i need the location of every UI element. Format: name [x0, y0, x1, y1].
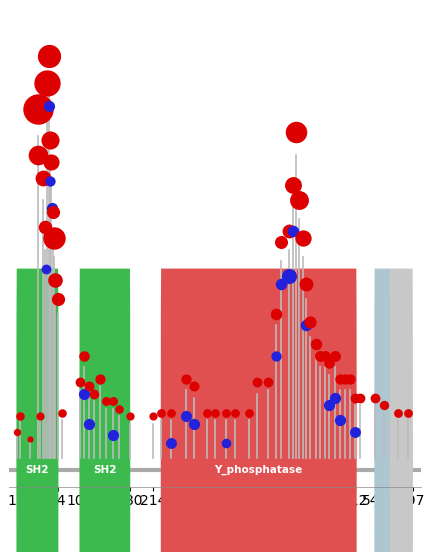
- Point: [371, 393, 378, 402]
- Text: Y_phosphatase: Y_phosphatase: [215, 464, 303, 475]
- Point: [296, 196, 303, 205]
- Point: [97, 374, 104, 383]
- Point: [45, 101, 52, 110]
- Point: [49, 208, 56, 216]
- Point: [158, 408, 165, 417]
- Point: [45, 52, 52, 61]
- Point: [80, 352, 87, 360]
- Point: [77, 378, 83, 387]
- Point: [46, 177, 53, 186]
- Point: [332, 393, 339, 402]
- Point: [182, 374, 189, 383]
- Point: [289, 181, 296, 189]
- Point: [40, 173, 46, 182]
- Point: [299, 234, 306, 243]
- Point: [278, 279, 285, 288]
- Point: [91, 389, 98, 398]
- Point: [326, 359, 333, 368]
- Point: [342, 374, 349, 383]
- Point: [303, 279, 310, 288]
- Point: [191, 420, 198, 428]
- Point: [306, 317, 313, 326]
- Point: [223, 439, 230, 448]
- Point: [86, 420, 93, 428]
- Point: [254, 378, 261, 387]
- Point: [116, 405, 123, 413]
- Point: [303, 321, 310, 330]
- Point: [52, 275, 59, 284]
- Point: [86, 382, 93, 391]
- Point: [352, 393, 359, 402]
- Point: [404, 408, 411, 417]
- FancyBboxPatch shape: [16, 269, 58, 552]
- Point: [55, 295, 61, 304]
- FancyBboxPatch shape: [80, 269, 130, 552]
- Point: [292, 128, 299, 136]
- Point: [312, 340, 319, 349]
- Point: [43, 264, 49, 273]
- Point: [337, 374, 344, 383]
- Point: [265, 378, 272, 387]
- Point: [394, 408, 401, 417]
- Point: [49, 204, 55, 213]
- Point: [352, 427, 359, 436]
- Point: [245, 408, 252, 417]
- Point: [42, 222, 49, 231]
- Point: [46, 135, 53, 144]
- Point: [44, 78, 51, 87]
- Point: [80, 389, 87, 398]
- Point: [110, 431, 117, 440]
- Point: [35, 150, 42, 159]
- Point: [273, 310, 280, 319]
- Point: [337, 416, 344, 424]
- FancyBboxPatch shape: [161, 269, 356, 552]
- Point: [203, 408, 210, 417]
- FancyBboxPatch shape: [374, 269, 390, 552]
- Point: [285, 272, 292, 280]
- Point: [326, 401, 333, 410]
- Point: [322, 352, 329, 360]
- Point: [110, 397, 117, 406]
- Point: [167, 408, 174, 417]
- Point: [35, 105, 42, 114]
- Text: SH2: SH2: [93, 465, 117, 475]
- Point: [232, 408, 239, 417]
- Point: [182, 412, 189, 421]
- Point: [223, 408, 230, 417]
- Point: [26, 435, 33, 444]
- Point: [167, 439, 174, 448]
- Point: [13, 427, 20, 436]
- Point: [347, 374, 353, 383]
- Point: [103, 397, 110, 406]
- Point: [357, 393, 364, 402]
- Text: SH2: SH2: [26, 465, 49, 475]
- Point: [191, 382, 198, 391]
- Point: [37, 412, 44, 421]
- Point: [289, 226, 296, 235]
- Point: [332, 352, 339, 360]
- Point: [278, 237, 285, 246]
- Point: [285, 226, 292, 235]
- Point: [316, 352, 323, 360]
- Point: [59, 408, 66, 417]
- Point: [150, 412, 157, 421]
- Point: [211, 408, 218, 417]
- Point: [126, 412, 133, 421]
- FancyBboxPatch shape: [390, 269, 413, 552]
- Point: [48, 158, 55, 167]
- Point: [51, 234, 58, 243]
- Point: [381, 401, 387, 410]
- Point: [17, 412, 24, 421]
- Point: [273, 352, 280, 360]
